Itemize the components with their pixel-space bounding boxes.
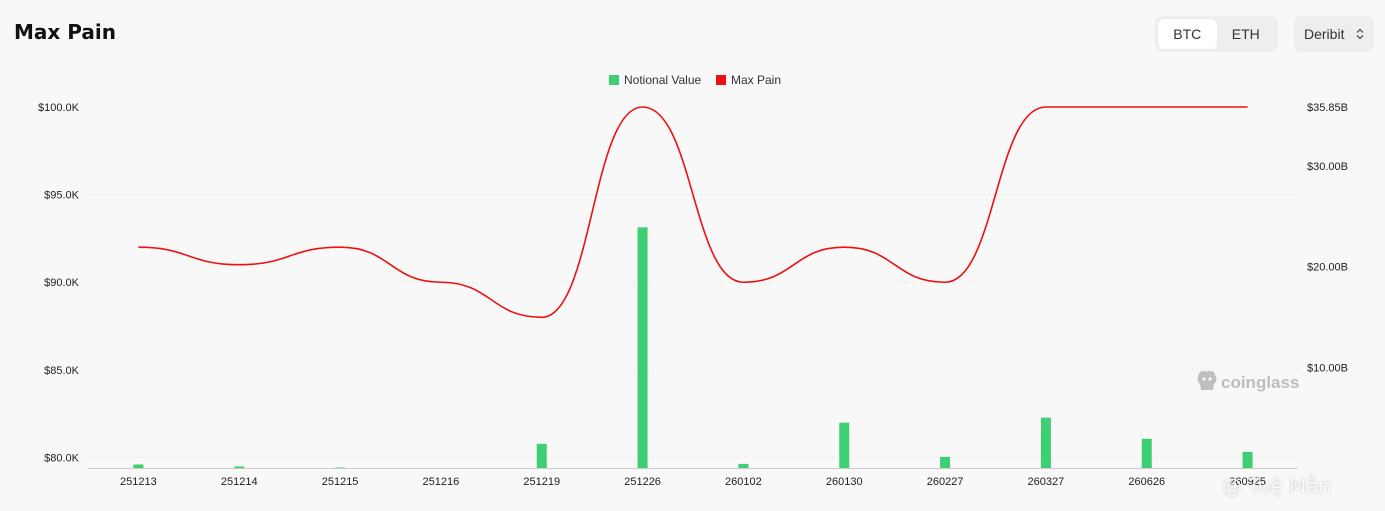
legend-notional-swatch: [609, 75, 619, 85]
x-tick-label: 260227: [927, 476, 964, 488]
x-tick-label: 260626: [1128, 476, 1165, 488]
y-left-tick-label: $90.0K: [44, 277, 80, 289]
user-watermark: @ Tuệ Mẫn: [1222, 474, 1332, 498]
y-right-tick-label: $30.00B: [1307, 161, 1348, 173]
x-tick-label: 251215: [322, 476, 359, 488]
y-left-tick-label: $80.0K: [44, 452, 80, 464]
y-left-tick-label: $85.0K: [44, 365, 80, 377]
x-tick-label: 260130: [826, 476, 863, 488]
coinglass-brand-text: coinglass: [1221, 373, 1299, 392]
x-tick-label: 251213: [120, 476, 157, 488]
notional-bar[interactable]: [1040, 417, 1051, 468]
x-tick-label: 251226: [624, 476, 661, 488]
notional-bar[interactable]: [839, 422, 850, 468]
x-tick-label: 251214: [221, 476, 258, 488]
notional-bar[interactable]: [637, 227, 648, 468]
exchange-select-value: Deribit: [1304, 26, 1345, 42]
chevron-updown-icon: [1356, 28, 1364, 40]
coin-toggle: BTC ETH: [1155, 16, 1278, 52]
x-tick-label: 251216: [423, 476, 460, 488]
legend-maxpain-swatch: [716, 75, 726, 85]
legend-maxpain-label[interactable]: Max Pain: [731, 73, 781, 87]
notional-bar[interactable]: [940, 456, 951, 468]
x-tick-label: 260102: [725, 476, 762, 488]
max-pain-line[interactable]: [138, 106, 1248, 319]
notional-bar[interactable]: [234, 466, 245, 468]
exchange-select[interactable]: Deribit: [1294, 16, 1374, 52]
tab-eth[interactable]: ETH: [1231, 26, 1260, 42]
notional-bar[interactable]: [1141, 438, 1152, 468]
tab-btc[interactable]: BTC: [1158, 19, 1217, 49]
notional-bar[interactable]: [133, 464, 144, 468]
coinglass-logo-icon: [1197, 370, 1217, 390]
y-left-tick-label: $100.0K: [38, 102, 80, 114]
page-title: Max Pain: [14, 20, 116, 44]
y-right-tick-label: $35.85B: [1307, 102, 1348, 114]
x-tick-label: 260925: [1229, 476, 1266, 488]
y-right-tick-label: $20.00B: [1307, 262, 1348, 274]
legend-notional-label[interactable]: Notional Value: [624, 73, 701, 87]
y-right-tick-label: $10.00B: [1307, 362, 1348, 374]
coinglass-watermark: coinglass: [1197, 370, 1299, 392]
x-tick-label: 260327: [1028, 476, 1065, 488]
y-left-tick-label: $95.0K: [44, 190, 80, 202]
notional-bar[interactable]: [738, 463, 749, 468]
notional-bar[interactable]: [1242, 451, 1253, 468]
notional-bar[interactable]: [335, 467, 346, 469]
notional-bar[interactable]: [536, 443, 547, 468]
x-tick-label: 251219: [523, 476, 560, 488]
